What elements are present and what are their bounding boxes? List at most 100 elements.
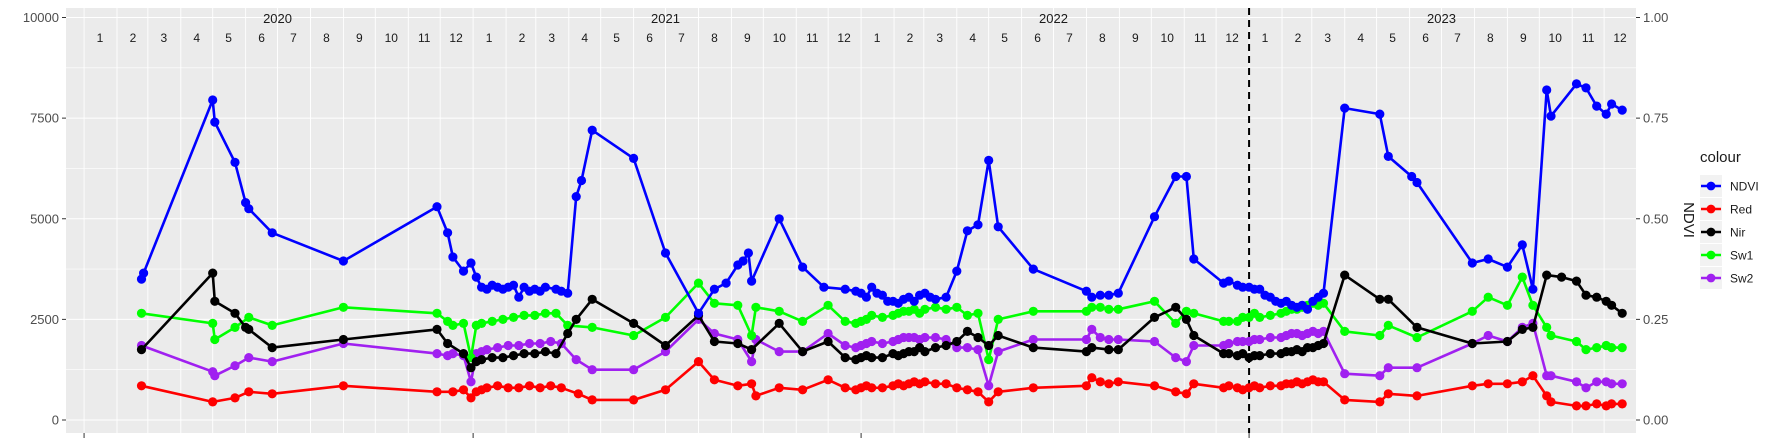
month-label: 7 [290, 31, 297, 45]
data-point-red [208, 397, 218, 407]
data-point-ndvi [1546, 111, 1556, 121]
data-point-sw1 [487, 316, 497, 326]
data-point-sw2 [930, 332, 941, 343]
month-label: 12 [837, 31, 851, 45]
data-point-red [1375, 397, 1385, 407]
data-point-sw2 [587, 365, 597, 375]
data-point-sw2 [432, 349, 442, 359]
data-point-sw1 [920, 304, 930, 314]
data-point-ndvi [267, 228, 277, 238]
month-label: 10 [385, 31, 399, 45]
data-point-sw2 [503, 340, 513, 351]
data-point-red [1189, 379, 1199, 389]
data-point-nir [1087, 343, 1097, 353]
data-point-nir [774, 318, 784, 328]
data-point-nir [338, 334, 348, 345]
data-point-sw1 [774, 306, 784, 316]
data-point-red [747, 379, 757, 389]
data-point-ndvi [1087, 292, 1097, 302]
data-point-nir [733, 338, 743, 349]
data-point-red [1149, 381, 1160, 391]
month-label: 1 [1262, 31, 1269, 45]
data-point-nir [1255, 351, 1265, 361]
data-point-ndvi [1113, 288, 1123, 298]
data-point-ndvi [1189, 254, 1199, 264]
data-point-sw2 [1095, 332, 1105, 343]
data-point-ndvi [563, 288, 573, 298]
month-label: 1 [97, 31, 104, 45]
data-point-sw2 [244, 353, 254, 363]
data-point-sw2 [629, 365, 639, 375]
data-point-sw1 [1318, 298, 1329, 308]
data-point-sw1 [1375, 330, 1385, 341]
data-point-ndvi [540, 282, 551, 292]
data-point-sw2 [1224, 338, 1234, 349]
data-point-red [1255, 383, 1265, 393]
data-point-sw2 [1581, 383, 1591, 393]
data-point-sw2 [1255, 334, 1265, 345]
data-point-sw2 [1265, 332, 1275, 343]
data-point-nir [587, 294, 597, 304]
data-point-sw1 [1617, 343, 1627, 353]
data-point-red [1617, 399, 1627, 409]
data-point-ndvi [1375, 109, 1385, 119]
data-point-red [660, 385, 671, 395]
data-point-red [1113, 377, 1123, 387]
data-point-sw2 [210, 371, 220, 381]
data-point-ndvi [208, 95, 218, 105]
data-point-sw1 [230, 322, 240, 332]
data-point-sw1 [210, 334, 220, 345]
data-point-nir [1265, 349, 1275, 359]
data-point-ndvi [1542, 85, 1552, 95]
month-label: 2 [130, 31, 137, 45]
data-point-red [774, 383, 784, 393]
data-point-ndvi [709, 284, 720, 294]
data-point-sw2 [1412, 363, 1422, 373]
data-point-red [503, 383, 513, 393]
month-label: 9 [1520, 31, 1527, 45]
data-point-sw1 [1028, 306, 1038, 316]
data-point-sw1 [941, 304, 951, 314]
data-point-ndvi [1255, 284, 1265, 294]
data-point-ndvi [693, 308, 704, 318]
data-point-nir [798, 347, 808, 357]
data-point-sw2 [571, 355, 581, 365]
data-point-sw1 [733, 300, 743, 310]
data-point-ndvi [1224, 276, 1234, 286]
data-point-ndvi [993, 222, 1003, 232]
data-point-ndvi [210, 117, 220, 127]
data-point-red [493, 381, 503, 391]
data-point-ndvi [1467, 258, 1477, 268]
data-point-sw1 [508, 312, 519, 322]
data-point-sw1 [587, 322, 597, 332]
legend-key-point-ndvi [1706, 181, 1716, 191]
data-point-sw1 [267, 320, 277, 330]
data-point-nir [1224, 349, 1234, 359]
data-point-sw2 [1383, 363, 1393, 373]
data-point-red [1483, 379, 1493, 389]
data-point-ndvi [747, 276, 757, 286]
data-point-ndvi [338, 256, 348, 266]
data-point-sw2 [867, 336, 877, 347]
data-point-ndvi [587, 125, 597, 135]
data-point-ndvi [1407, 171, 1417, 182]
data-point-sw1 [1467, 306, 1477, 316]
data-point-ndvi [1171, 171, 1181, 182]
month-label: 11 [1194, 31, 1207, 45]
legend-key-point-sw1 [1706, 250, 1716, 260]
data-point-red [930, 379, 941, 389]
data-point-sw2 [840, 340, 850, 351]
month-label: 12 [1225, 31, 1239, 45]
month-label: 3 [936, 31, 943, 45]
data-point-nir [660, 340, 671, 351]
month-label: 2 [1295, 31, 1302, 45]
data-point-nir [1181, 314, 1191, 324]
data-point-nir [1104, 345, 1114, 355]
data-point-red [984, 397, 994, 407]
month-label: 5 [1001, 31, 1008, 45]
data-point-sw2 [1149, 336, 1160, 347]
data-point-ndvi [909, 296, 919, 306]
month-label: 3 [1324, 31, 1331, 45]
data-point-ndvi [738, 256, 748, 266]
data-point-sw2 [747, 357, 757, 367]
